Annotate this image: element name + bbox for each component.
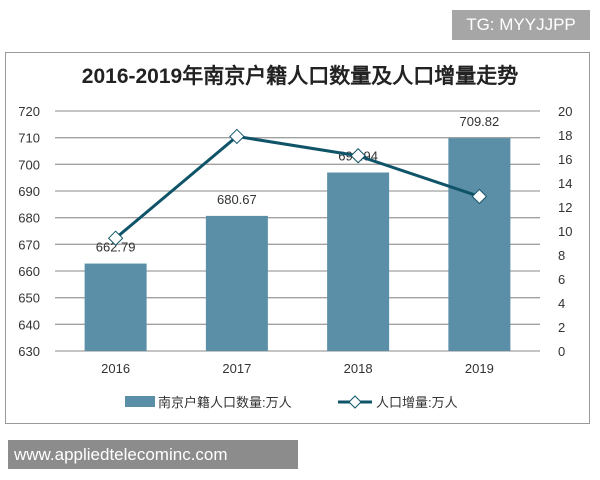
y-right-tick-label: 12 <box>558 200 572 215</box>
bar <box>84 263 147 351</box>
y-left-tick-label: 710 <box>18 131 40 146</box>
y-right-tick-label: 14 <box>558 176 572 191</box>
y-left-tick-label: 720 <box>18 104 40 119</box>
y-left-tick-label: 660 <box>18 264 40 279</box>
legend-bar-swatch <box>125 396 155 407</box>
y-right-tick-label: 2 <box>558 320 565 335</box>
y-left-tick-label: 680 <box>18 211 40 226</box>
y-left-tick-label: 700 <box>18 157 40 172</box>
y-right-tick-label: 16 <box>558 152 572 167</box>
bar-data-label: 680.67 <box>217 192 257 207</box>
x-tick-label: 2019 <box>465 361 494 376</box>
line-marker <box>229 128 245 145</box>
y-right-tick-label: 0 <box>558 344 565 359</box>
legend-line-label: 人口增量:万人 <box>376 395 458 410</box>
y-left-tick-label: 640 <box>18 317 40 332</box>
y-right-tick-label: 10 <box>558 224 572 239</box>
y-left-tick-label: 630 <box>18 344 40 359</box>
bar-data-label: 709.82 <box>459 114 499 129</box>
y-left-tick-label: 690 <box>18 184 40 199</box>
watermark-top: TG: MYYJJPP <box>452 10 590 40</box>
chart-title: 2016-2019年南京户籍人口数量及人口增量走势 <box>81 65 519 88</box>
legend-bar-label: 南京户籍人口数量:万人 <box>158 395 292 410</box>
chart-frame <box>5 52 590 424</box>
y-right-tick-label: 8 <box>558 248 565 263</box>
bar <box>327 172 390 351</box>
x-tick-label: 2018 <box>344 361 373 376</box>
line-marker <box>471 188 488 205</box>
y-right-tick-label: 6 <box>558 272 565 287</box>
y-left-tick-label: 650 <box>18 291 40 306</box>
y-right-tick-label: 4 <box>558 296 565 311</box>
x-tick-label: 2016 <box>101 361 130 376</box>
x-tick-label: 2017 <box>222 361 251 376</box>
legend-line-marker <box>348 395 362 409</box>
bar <box>205 215 268 351</box>
y-left-tick-label: 670 <box>18 237 40 252</box>
watermark-bottom: www.appliedtelecominc.com <box>8 440 298 469</box>
line-marker <box>107 230 124 246</box>
y-right-tick-label: 18 <box>558 128 572 143</box>
line-marker <box>350 148 366 164</box>
line-series <box>114 134 480 240</box>
bar-data-label: 662.79 <box>96 240 136 255</box>
bar <box>448 138 511 351</box>
y-right-tick-label: 20 <box>558 104 572 119</box>
